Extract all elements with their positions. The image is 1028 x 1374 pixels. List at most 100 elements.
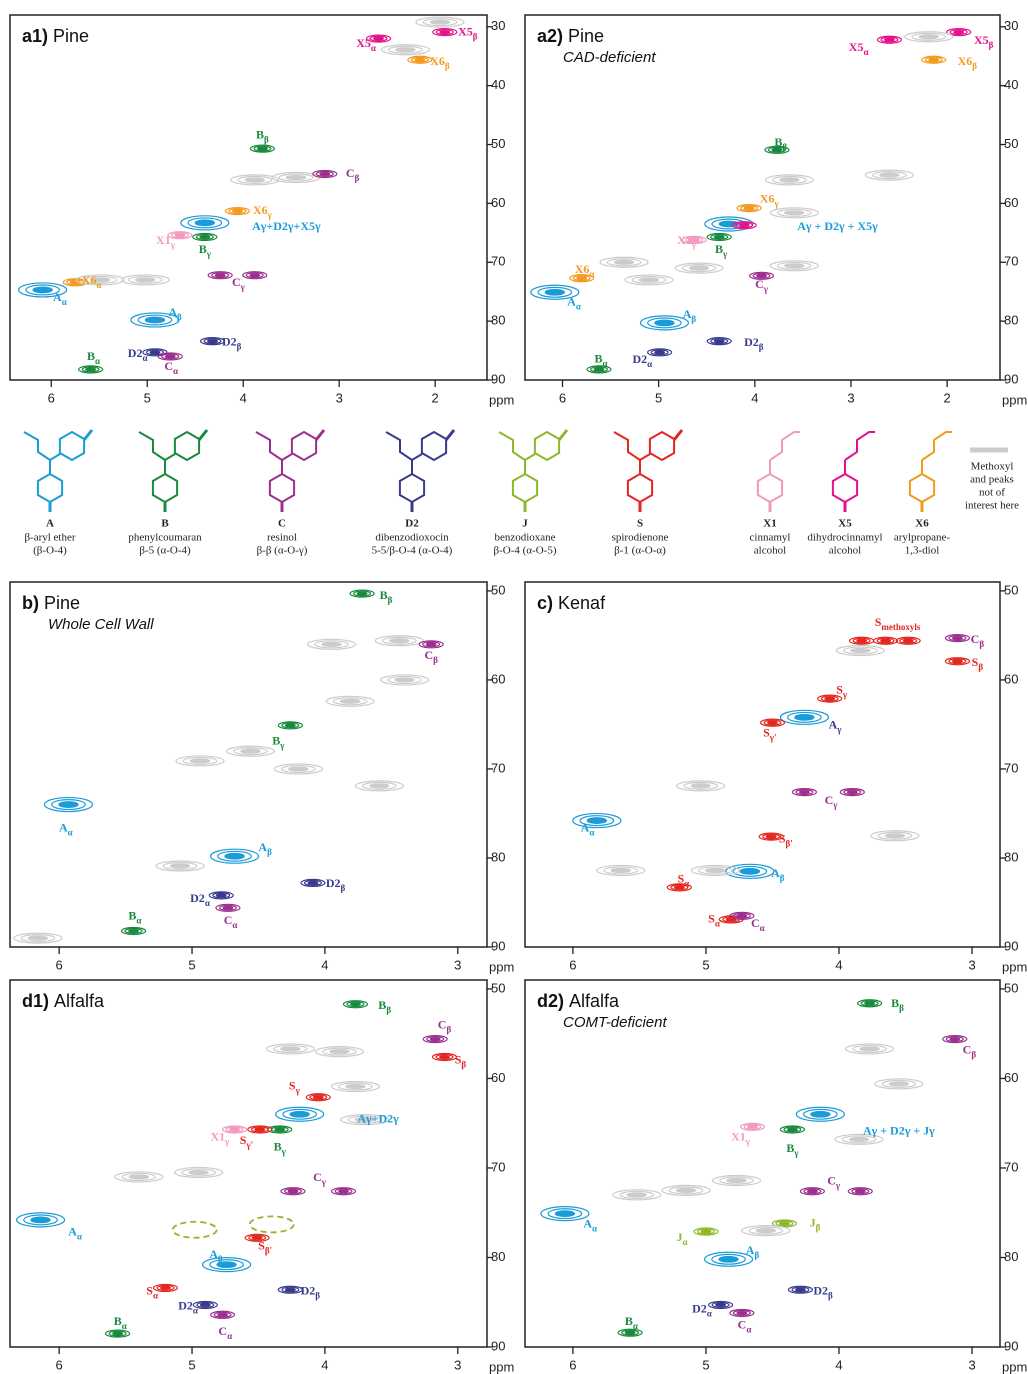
contour xyxy=(156,1284,175,1291)
label-sub: β xyxy=(445,61,450,71)
label-main: C xyxy=(971,632,980,646)
peak xyxy=(418,640,444,649)
peak xyxy=(224,206,251,216)
contour xyxy=(690,783,711,789)
contour xyxy=(340,1114,390,1126)
peak xyxy=(895,636,921,645)
structure-linkage: alcohol xyxy=(829,545,861,557)
contour xyxy=(242,271,268,280)
y-tick-label: 90 xyxy=(491,938,505,953)
label-sub: β xyxy=(446,1025,451,1035)
contour xyxy=(312,169,338,179)
label-main: S xyxy=(708,911,715,925)
panel-title: a1) Pine xyxy=(22,26,89,46)
label-main: D2 xyxy=(190,891,205,905)
contour xyxy=(764,145,790,154)
label-sub: β' xyxy=(786,838,793,848)
contour xyxy=(850,647,871,654)
peak-label: Cγ xyxy=(827,1173,841,1190)
peak xyxy=(265,1043,315,1055)
contour xyxy=(228,207,247,215)
contour xyxy=(799,1187,825,1196)
contour xyxy=(273,763,323,775)
peak xyxy=(314,1046,365,1058)
contour xyxy=(540,1206,590,1222)
peak xyxy=(676,780,726,792)
label-main: B xyxy=(87,349,95,363)
y-tick-label: 60 xyxy=(491,671,505,686)
contour xyxy=(25,284,61,296)
contour xyxy=(693,1227,719,1236)
y-tick-label: 70 xyxy=(491,254,505,269)
structure-name: β-aryl ether xyxy=(24,532,75,544)
contour xyxy=(303,879,322,886)
ring xyxy=(173,430,201,462)
contour xyxy=(948,635,967,642)
structure: Aβ-aryl ether(β-O-4) xyxy=(23,429,94,557)
panel-title: d2) Alfalfa xyxy=(537,991,620,1011)
y-tick-label: 90 xyxy=(491,1338,505,1353)
contour xyxy=(603,866,639,875)
contour xyxy=(201,1257,252,1273)
label-sub: β xyxy=(828,1291,833,1301)
peak xyxy=(273,763,323,775)
label-sub: α xyxy=(62,297,67,307)
label-sub: γ xyxy=(832,800,838,810)
peak xyxy=(208,891,234,900)
contour xyxy=(321,641,342,647)
peak xyxy=(739,1122,766,1131)
structure-id: X1 xyxy=(763,518,776,530)
x-axis-label: ppm xyxy=(489,1359,514,1374)
label-sub: α xyxy=(760,923,765,933)
contour xyxy=(30,1216,51,1224)
bond xyxy=(281,453,293,461)
contour xyxy=(387,675,423,685)
contour xyxy=(181,1168,217,1177)
peak xyxy=(407,55,433,64)
y-tick-label: 60 xyxy=(491,195,505,210)
peak xyxy=(839,787,865,797)
contour xyxy=(675,1187,697,1193)
contour xyxy=(249,273,261,278)
peak xyxy=(572,812,622,829)
contour xyxy=(537,286,573,298)
y-tick-label: 50 xyxy=(1004,980,1018,995)
chain xyxy=(23,431,51,461)
y-tick-label: 90 xyxy=(1004,371,1018,386)
peak-label: Jβ xyxy=(810,1215,821,1232)
x-axis-label: ppm xyxy=(1002,1359,1027,1374)
x-tick-label: 6 xyxy=(569,957,576,972)
label-main: A xyxy=(771,866,780,880)
contour xyxy=(410,56,429,63)
chain xyxy=(613,431,641,461)
peak xyxy=(787,1285,814,1294)
contour xyxy=(27,935,49,941)
contour xyxy=(949,29,968,36)
contour xyxy=(429,1037,441,1042)
panel-title-bold: b) xyxy=(22,593,39,613)
contour xyxy=(764,174,815,186)
contour xyxy=(856,638,868,643)
peak-label: Cγ xyxy=(313,1170,327,1187)
peak xyxy=(736,203,762,213)
bond xyxy=(164,453,176,461)
contour xyxy=(164,354,176,359)
contour xyxy=(215,893,227,898)
peak xyxy=(944,633,971,643)
label-sub: β xyxy=(989,40,994,50)
contour xyxy=(854,1189,866,1194)
contour xyxy=(674,262,724,274)
contour xyxy=(621,1329,640,1336)
peak xyxy=(617,1328,643,1337)
peak-label: Sβ xyxy=(455,1052,467,1069)
contour xyxy=(613,259,635,265)
label-main: A xyxy=(168,305,177,319)
contour xyxy=(877,831,913,840)
label-main: X1 xyxy=(156,233,171,247)
label-main: S xyxy=(779,831,786,845)
y-tick-label: 80 xyxy=(491,313,505,328)
label-sub: β xyxy=(386,1005,391,1015)
peak-label: Aβ xyxy=(209,1247,223,1264)
